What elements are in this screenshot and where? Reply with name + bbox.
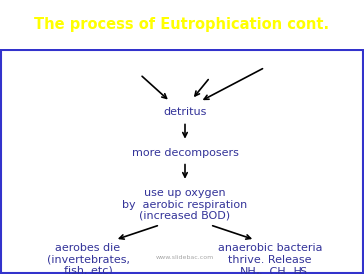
Text: thrive. Release: thrive. Release [228, 255, 312, 265]
Text: fish, etc): fish, etc) [64, 266, 112, 274]
Text: more decomposers: more decomposers [131, 148, 238, 158]
Text: use up oxygen: use up oxygen [144, 188, 226, 198]
Text: ,  H: , H [283, 267, 302, 274]
Text: (increased BOD): (increased BOD) [139, 211, 230, 221]
Text: The process of Eutrophication cont.: The process of Eutrophication cont. [35, 17, 329, 32]
Text: www.slidebac.com: www.slidebac.com [156, 255, 214, 261]
Text: 4: 4 [279, 272, 284, 274]
Text: by  aerobic respiration: by aerobic respiration [122, 200, 248, 210]
Text: NH: NH [240, 267, 257, 274]
Text: 4: 4 [255, 272, 260, 274]
Text: 2: 2 [295, 272, 300, 274]
Text: (invertebrates,: (invertebrates, [47, 255, 130, 265]
Text: detritus: detritus [163, 107, 207, 116]
Text: S: S [299, 267, 306, 274]
Text: aerobes die: aerobes die [55, 243, 120, 253]
Text: anaerobic bacteria: anaerobic bacteria [218, 243, 322, 253]
Text: ,  CH: , CH [259, 267, 286, 274]
